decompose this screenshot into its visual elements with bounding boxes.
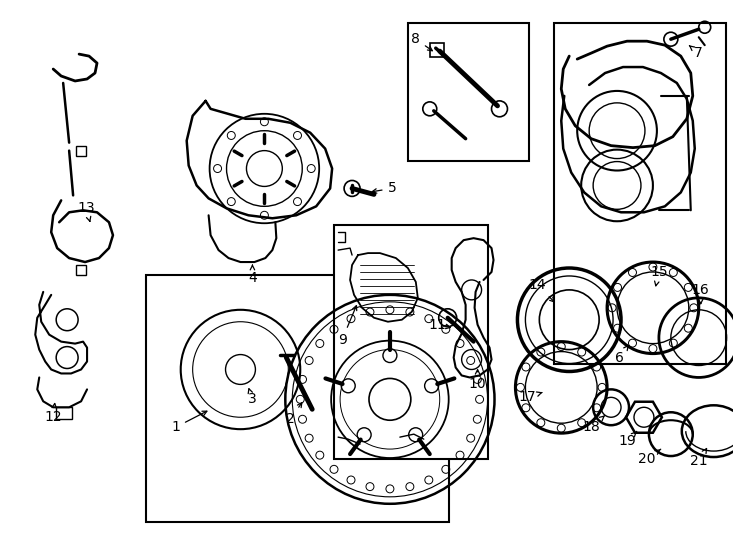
Text: 19: 19 xyxy=(618,431,637,448)
Bar xyxy=(146,275,448,522)
Text: 14: 14 xyxy=(528,278,554,302)
Text: 16: 16 xyxy=(692,283,710,303)
Text: 21: 21 xyxy=(690,448,708,468)
Text: 12: 12 xyxy=(44,403,62,424)
Text: 4: 4 xyxy=(248,265,257,285)
Text: 7: 7 xyxy=(689,45,703,60)
Text: 13: 13 xyxy=(77,201,95,221)
Text: 5: 5 xyxy=(372,181,396,195)
Text: 2: 2 xyxy=(286,403,302,426)
Bar xyxy=(76,265,86,275)
Text: 10: 10 xyxy=(469,370,487,392)
Bar xyxy=(334,225,487,459)
Text: 15: 15 xyxy=(650,265,668,286)
Bar xyxy=(76,146,86,156)
Text: 17: 17 xyxy=(519,390,542,404)
Text: 9: 9 xyxy=(338,306,357,347)
Bar xyxy=(408,23,529,160)
Text: 18: 18 xyxy=(582,416,605,434)
Text: 6: 6 xyxy=(614,346,628,365)
Text: 11: 11 xyxy=(429,318,451,332)
Bar xyxy=(430,43,444,57)
Text: 20: 20 xyxy=(638,449,661,466)
Text: 8: 8 xyxy=(411,32,432,51)
Text: 3: 3 xyxy=(248,389,257,406)
Bar xyxy=(57,407,72,419)
Text: 1: 1 xyxy=(171,411,207,434)
Bar xyxy=(554,23,726,363)
